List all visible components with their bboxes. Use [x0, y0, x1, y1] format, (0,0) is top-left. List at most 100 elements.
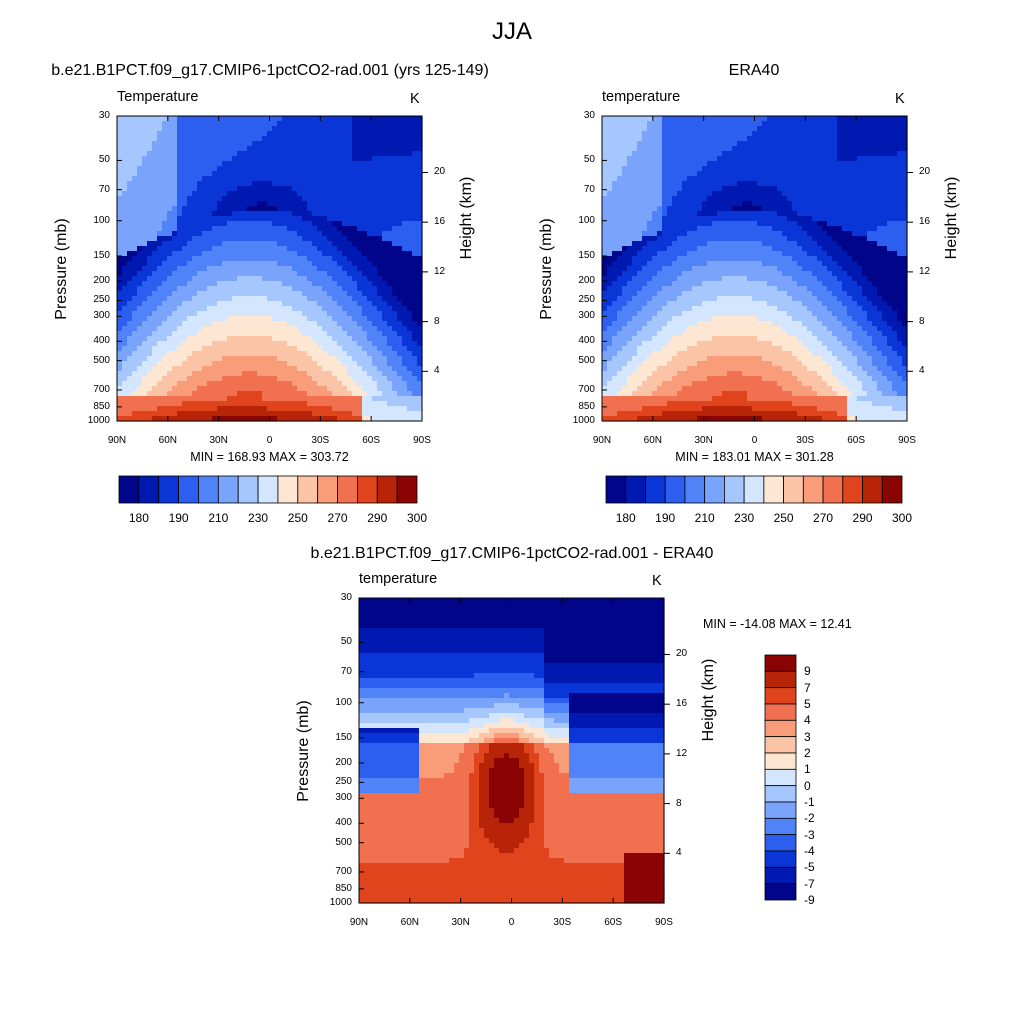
contour-cell: [247, 211, 253, 217]
contour-cell: [147, 351, 153, 357]
contour-cell: [192, 296, 198, 302]
contour-cell: [677, 241, 683, 247]
contour-cell: [682, 346, 688, 352]
contour-cell: [627, 321, 633, 327]
contour-cell: [327, 411, 333, 417]
contour-cell: [157, 406, 163, 412]
contour-cell: [617, 161, 623, 167]
contour-cell: [307, 141, 313, 147]
contour-cell: [612, 311, 618, 317]
contour-cell: [632, 291, 638, 297]
contour-cell: [347, 186, 353, 192]
contour-cell: [182, 161, 188, 167]
contour-cell: [257, 256, 263, 262]
contour-cell: [172, 311, 178, 317]
contour-cell: [162, 271, 168, 277]
contour-cell: [267, 336, 273, 342]
contour-cell: [607, 311, 613, 317]
contour-cell: [387, 216, 393, 222]
contour-cell: [417, 121, 423, 127]
contour-cell: [322, 266, 328, 272]
contour-cell: [147, 366, 153, 372]
contour-cell: [402, 351, 408, 357]
contour-cell: [197, 401, 203, 407]
contour-cell: [242, 301, 248, 307]
contour-cell: [247, 261, 253, 267]
contour-cell: [402, 316, 408, 322]
contour-cell: [362, 121, 368, 127]
contour-cell: [132, 331, 138, 337]
contour-cell: [367, 236, 373, 242]
contour-cell: [352, 131, 358, 137]
contour-cell: [292, 406, 298, 412]
contour-cell: [652, 361, 658, 367]
contour-cell: [337, 361, 343, 367]
contour-cell: [357, 256, 363, 262]
contour-cell: [622, 351, 628, 357]
contour-cell: [137, 321, 143, 327]
contour-cell: [392, 321, 398, 327]
contour-cell: [267, 221, 273, 227]
contour-cell: [117, 276, 123, 282]
contour-cell: [117, 381, 123, 387]
contour-cell: [622, 406, 628, 412]
contour-cell: [357, 271, 363, 277]
colorbar: [118, 475, 418, 504]
contour-cell: [362, 286, 368, 292]
contour-cell: [227, 181, 233, 187]
contour-cell: [277, 141, 283, 147]
contour-cell: [602, 156, 608, 162]
colorbar-label: 250: [287, 511, 308, 525]
contour-cell: [612, 221, 618, 227]
contour-cell: [652, 286, 658, 292]
contour-cell: [267, 401, 273, 407]
contour-cell: [322, 176, 328, 182]
contour-cell: [387, 346, 393, 352]
contour-cell: [202, 326, 208, 332]
contour-cell: [182, 181, 188, 187]
contour-cell: [387, 141, 393, 147]
contour-cell: [142, 251, 148, 257]
contour-cell: [667, 126, 673, 132]
contour-cell: [132, 291, 138, 297]
contour-cell: [377, 411, 383, 417]
contour-cell: [152, 286, 158, 292]
contour-cell: [282, 381, 288, 387]
contour-cell: [607, 116, 613, 122]
contour-cell: [127, 316, 133, 322]
y-tick-label: 50: [98, 154, 110, 166]
contour-cell: [657, 171, 663, 177]
contour-cell: [632, 321, 638, 327]
contour-cell: [307, 116, 313, 122]
contour-cell: [227, 386, 233, 392]
contour-cell: [272, 401, 278, 407]
contour-cell: [647, 281, 653, 287]
contour-cell: [242, 216, 248, 222]
contour-cell: [187, 256, 193, 262]
contour-cell: [612, 281, 618, 287]
contour-cell: [192, 341, 198, 347]
contour-cell: [162, 131, 168, 137]
contour-cell: [627, 196, 633, 202]
contour-cell: [272, 136, 278, 142]
contour-cell: [407, 116, 413, 122]
contour-cell: [682, 316, 688, 322]
contour-cell: [247, 181, 253, 187]
contour-cell: [392, 201, 398, 207]
contour-cell: [692, 226, 698, 232]
contour-cell: [667, 411, 673, 417]
contour-cell: [172, 336, 178, 342]
contour-cell: [202, 181, 208, 187]
contour-cell: [217, 231, 223, 237]
contour-cell: [627, 416, 633, 422]
contour-cell: [247, 186, 253, 192]
contour-cell: [657, 216, 663, 222]
contour-cell: [407, 126, 413, 132]
contour-cell: [602, 351, 608, 357]
contour-cell: [377, 376, 383, 382]
contour-cell: [612, 366, 618, 372]
contour-cell: [397, 336, 403, 342]
contour-cell: [667, 361, 673, 367]
contour-cell: [147, 216, 153, 222]
contour-cell: [167, 266, 173, 272]
